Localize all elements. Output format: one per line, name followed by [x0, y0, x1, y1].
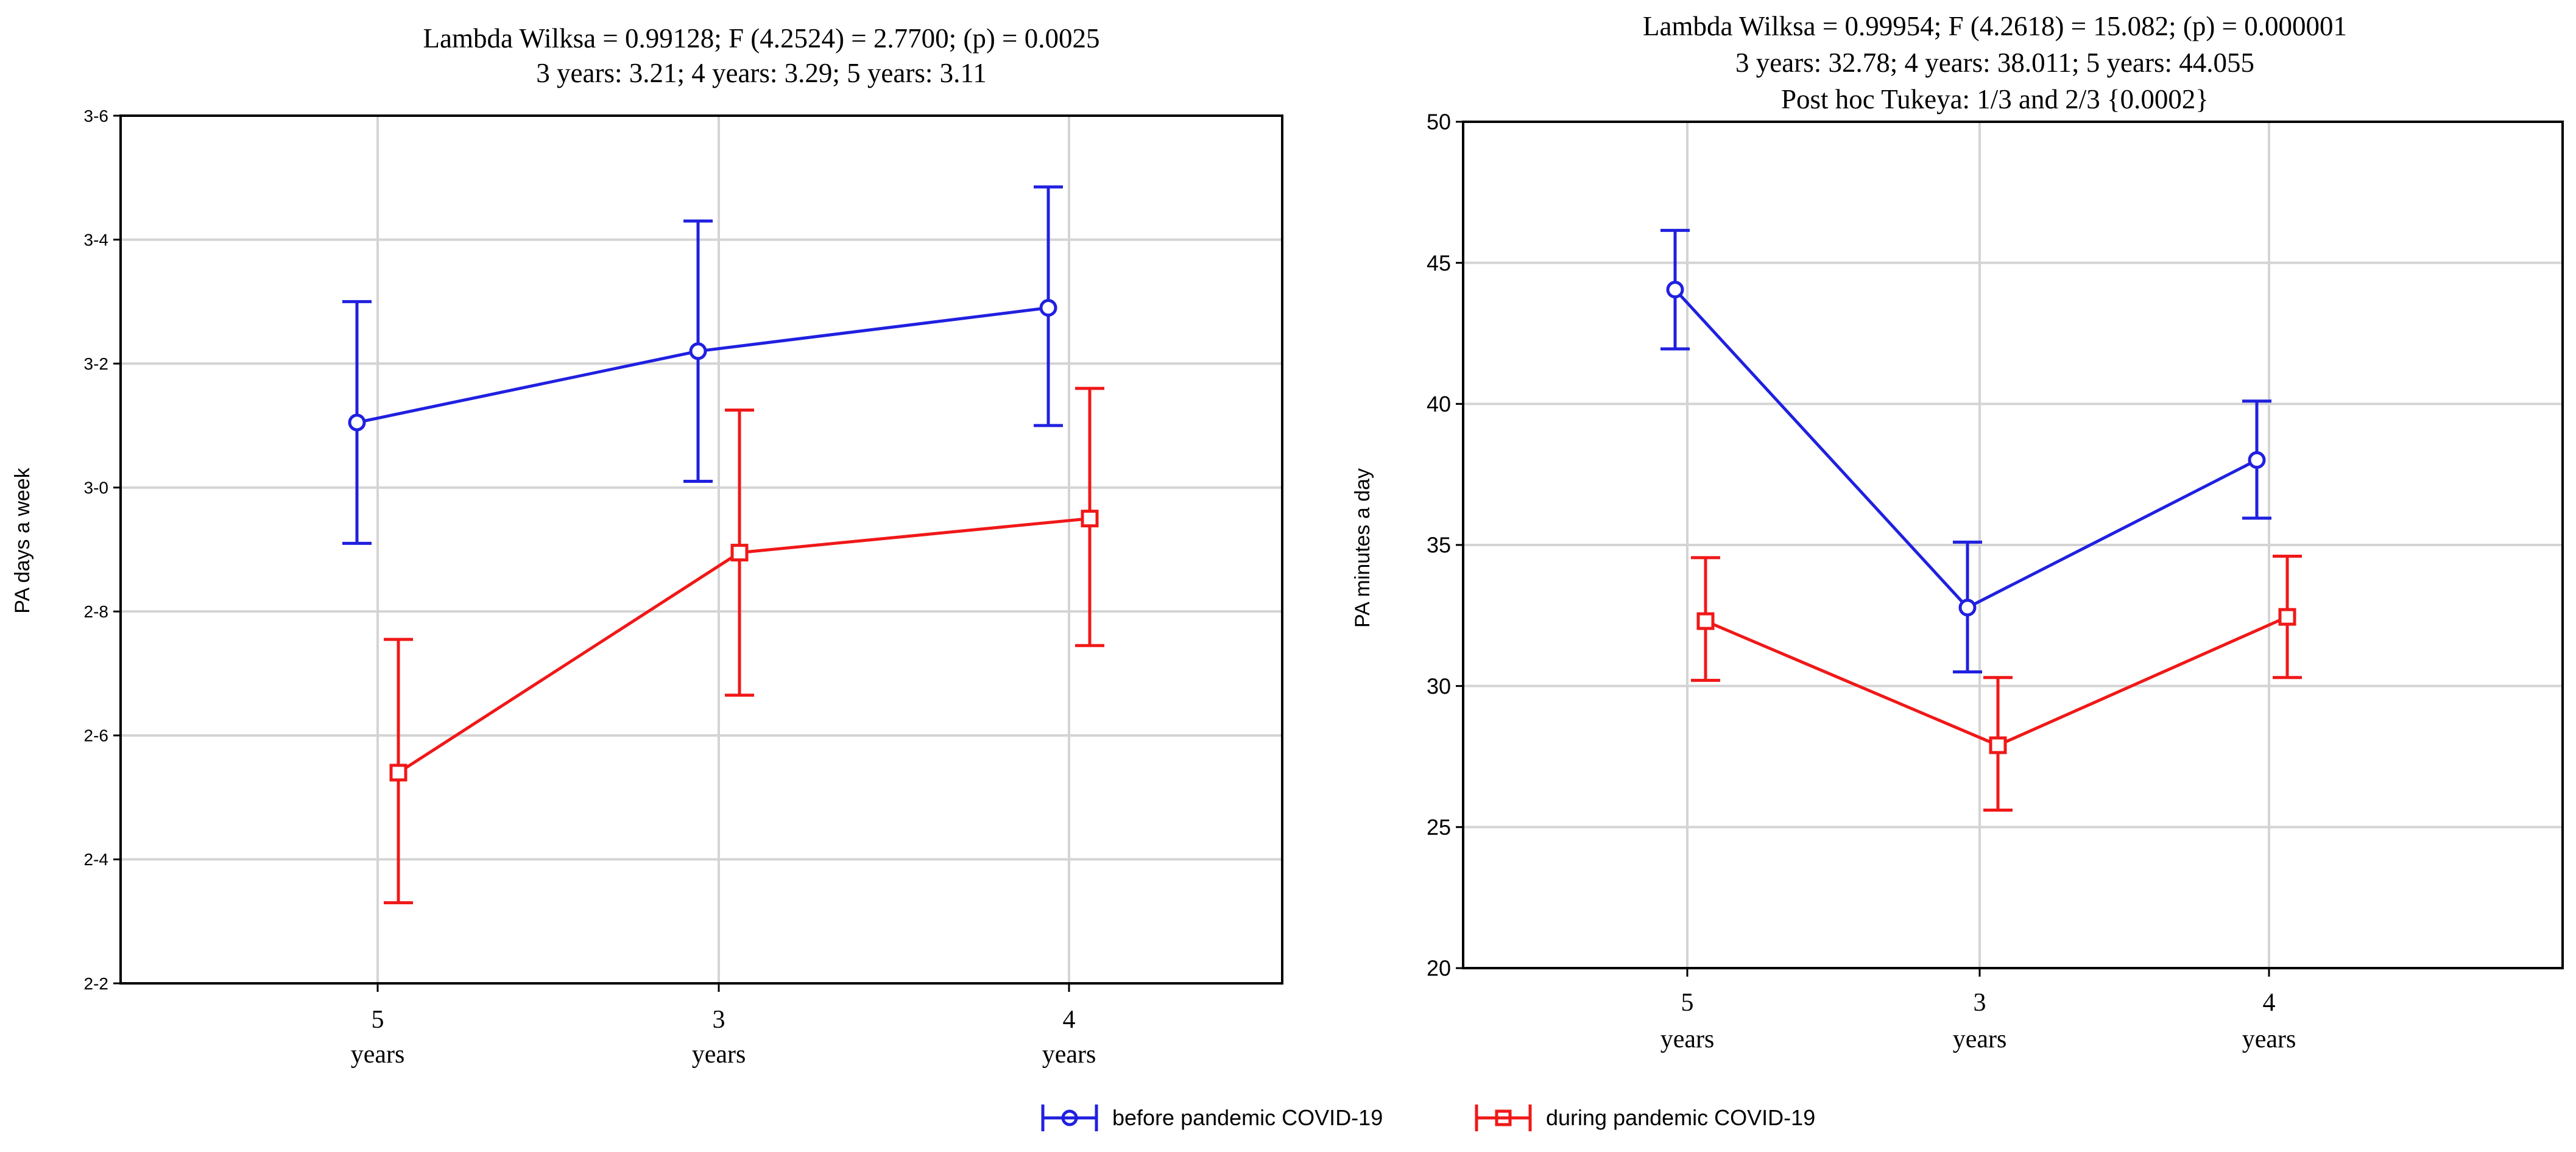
x-tick-label: 3	[713, 1006, 725, 1034]
series-layer	[342, 185, 1104, 905]
y-axis-label: PA minutes a day	[1351, 468, 1374, 628]
y-tick-label: 35	[1427, 533, 1451, 558]
y-tick-label: 3-0	[84, 479, 108, 497]
x-tick-label: 3	[1974, 989, 1986, 1017]
legend-marker-circle	[1061, 1109, 1078, 1126]
y-tick-label: 2-4	[84, 850, 108, 869]
y-tick-label: 25	[1427, 815, 1451, 840]
y-tick-label: 2-6	[84, 726, 108, 745]
legend-label-during: during pandemic COVID-19	[1546, 1105, 1815, 1130]
y-tick-label: 40	[1427, 392, 1451, 416]
x-tick-sublabel: years	[1042, 1041, 1096, 1069]
y-tick-label: 2-8	[84, 602, 108, 621]
data-point	[1989, 736, 2007, 754]
legend-marker-square	[1495, 1109, 1512, 1126]
legend-item-before: before pandemic COVID-19	[1041, 1105, 1383, 1131]
data-point	[389, 764, 408, 782]
data-point	[1081, 510, 1099, 528]
data-point	[1666, 281, 1684, 299]
x-tick-label: 5	[372, 1006, 384, 1034]
legend-label-before: before pandemic COVID-19	[1112, 1105, 1383, 1130]
data-point	[2248, 451, 2266, 469]
data-point	[730, 544, 749, 562]
chart-subtitle-posthoc: Post hoc Tukeya: 1/3 and 2/3 {0.0002}	[1781, 84, 2209, 114]
x-axis: 5 years 3 years 4 years	[351, 983, 1096, 1069]
data-point	[1696, 612, 1715, 630]
y-tick-label: 20	[1427, 956, 1451, 981]
legend-item-during: during pandemic COVID-19	[1475, 1105, 1815, 1131]
x-tick-label: 5	[1681, 989, 1694, 1017]
y-axis: 2-2 2-4 2-6 2-8 3-0 3-2 3-4 3-6	[84, 107, 121, 993]
chart-title: Lambda Wilksa = 0.99128; F (4.2524) = 2.…	[423, 23, 1100, 54]
data-point	[2278, 608, 2296, 626]
x-tick-sublabel: years	[1660, 1025, 1715, 1053]
y-axis-label: PA days a week	[11, 467, 34, 613]
x-tick-label: 4	[2263, 989, 2276, 1017]
x-tick-label: 4	[1063, 1006, 1076, 1034]
x-axis: 5 years 3 years 4 years	[1660, 968, 2296, 1053]
chart-minutes-a-day: Lambda Wilksa = 0.99954; F (4.2618) = 15…	[1351, 11, 2564, 1053]
y-tick-label: 3-4	[84, 230, 108, 249]
y-tick-label: 2-2	[84, 974, 108, 993]
plot-area	[119, 114, 1283, 985]
y-tick-label: 30	[1427, 673, 1451, 698]
y-tick-label: 50	[1427, 110, 1451, 135]
data-point	[348, 413, 366, 432]
data-point	[1958, 599, 1977, 617]
y-tick-label: 3-2	[84, 354, 108, 373]
chart-subtitle: 3 years: 32.78; 4 years: 38.011; 5 years…	[1735, 47, 2254, 78]
data-point	[689, 342, 707, 360]
x-tick-sublabel: years	[351, 1041, 405, 1069]
x-tick-sublabel: years	[2242, 1025, 2296, 1053]
x-tick-sublabel: years	[1953, 1025, 2007, 1053]
chart-title: Lambda Wilksa = 0.99954; F (4.2618) = 15…	[1643, 11, 2347, 41]
legend: before pandemic COVID-19 during pandemic…	[1041, 1105, 1815, 1131]
data-point	[1039, 299, 1057, 317]
chart-subtitle: 3 years: 3.21; 4 years: 3.29; 5 years: 3…	[536, 58, 986, 88]
grid-lines	[1463, 122, 2563, 968]
chart-days-a-week: Lambda Wilksa = 0.99128; F (4.2524) = 2.…	[11, 23, 1283, 1069]
y-axis: 20 25 30 35 40 45 50	[1427, 110, 1463, 981]
y-tick-label: 45	[1427, 250, 1451, 275]
series-layer	[1660, 228, 2302, 812]
y-tick-label: 3-6	[84, 107, 108, 125]
x-tick-sublabel: years	[692, 1041, 746, 1069]
